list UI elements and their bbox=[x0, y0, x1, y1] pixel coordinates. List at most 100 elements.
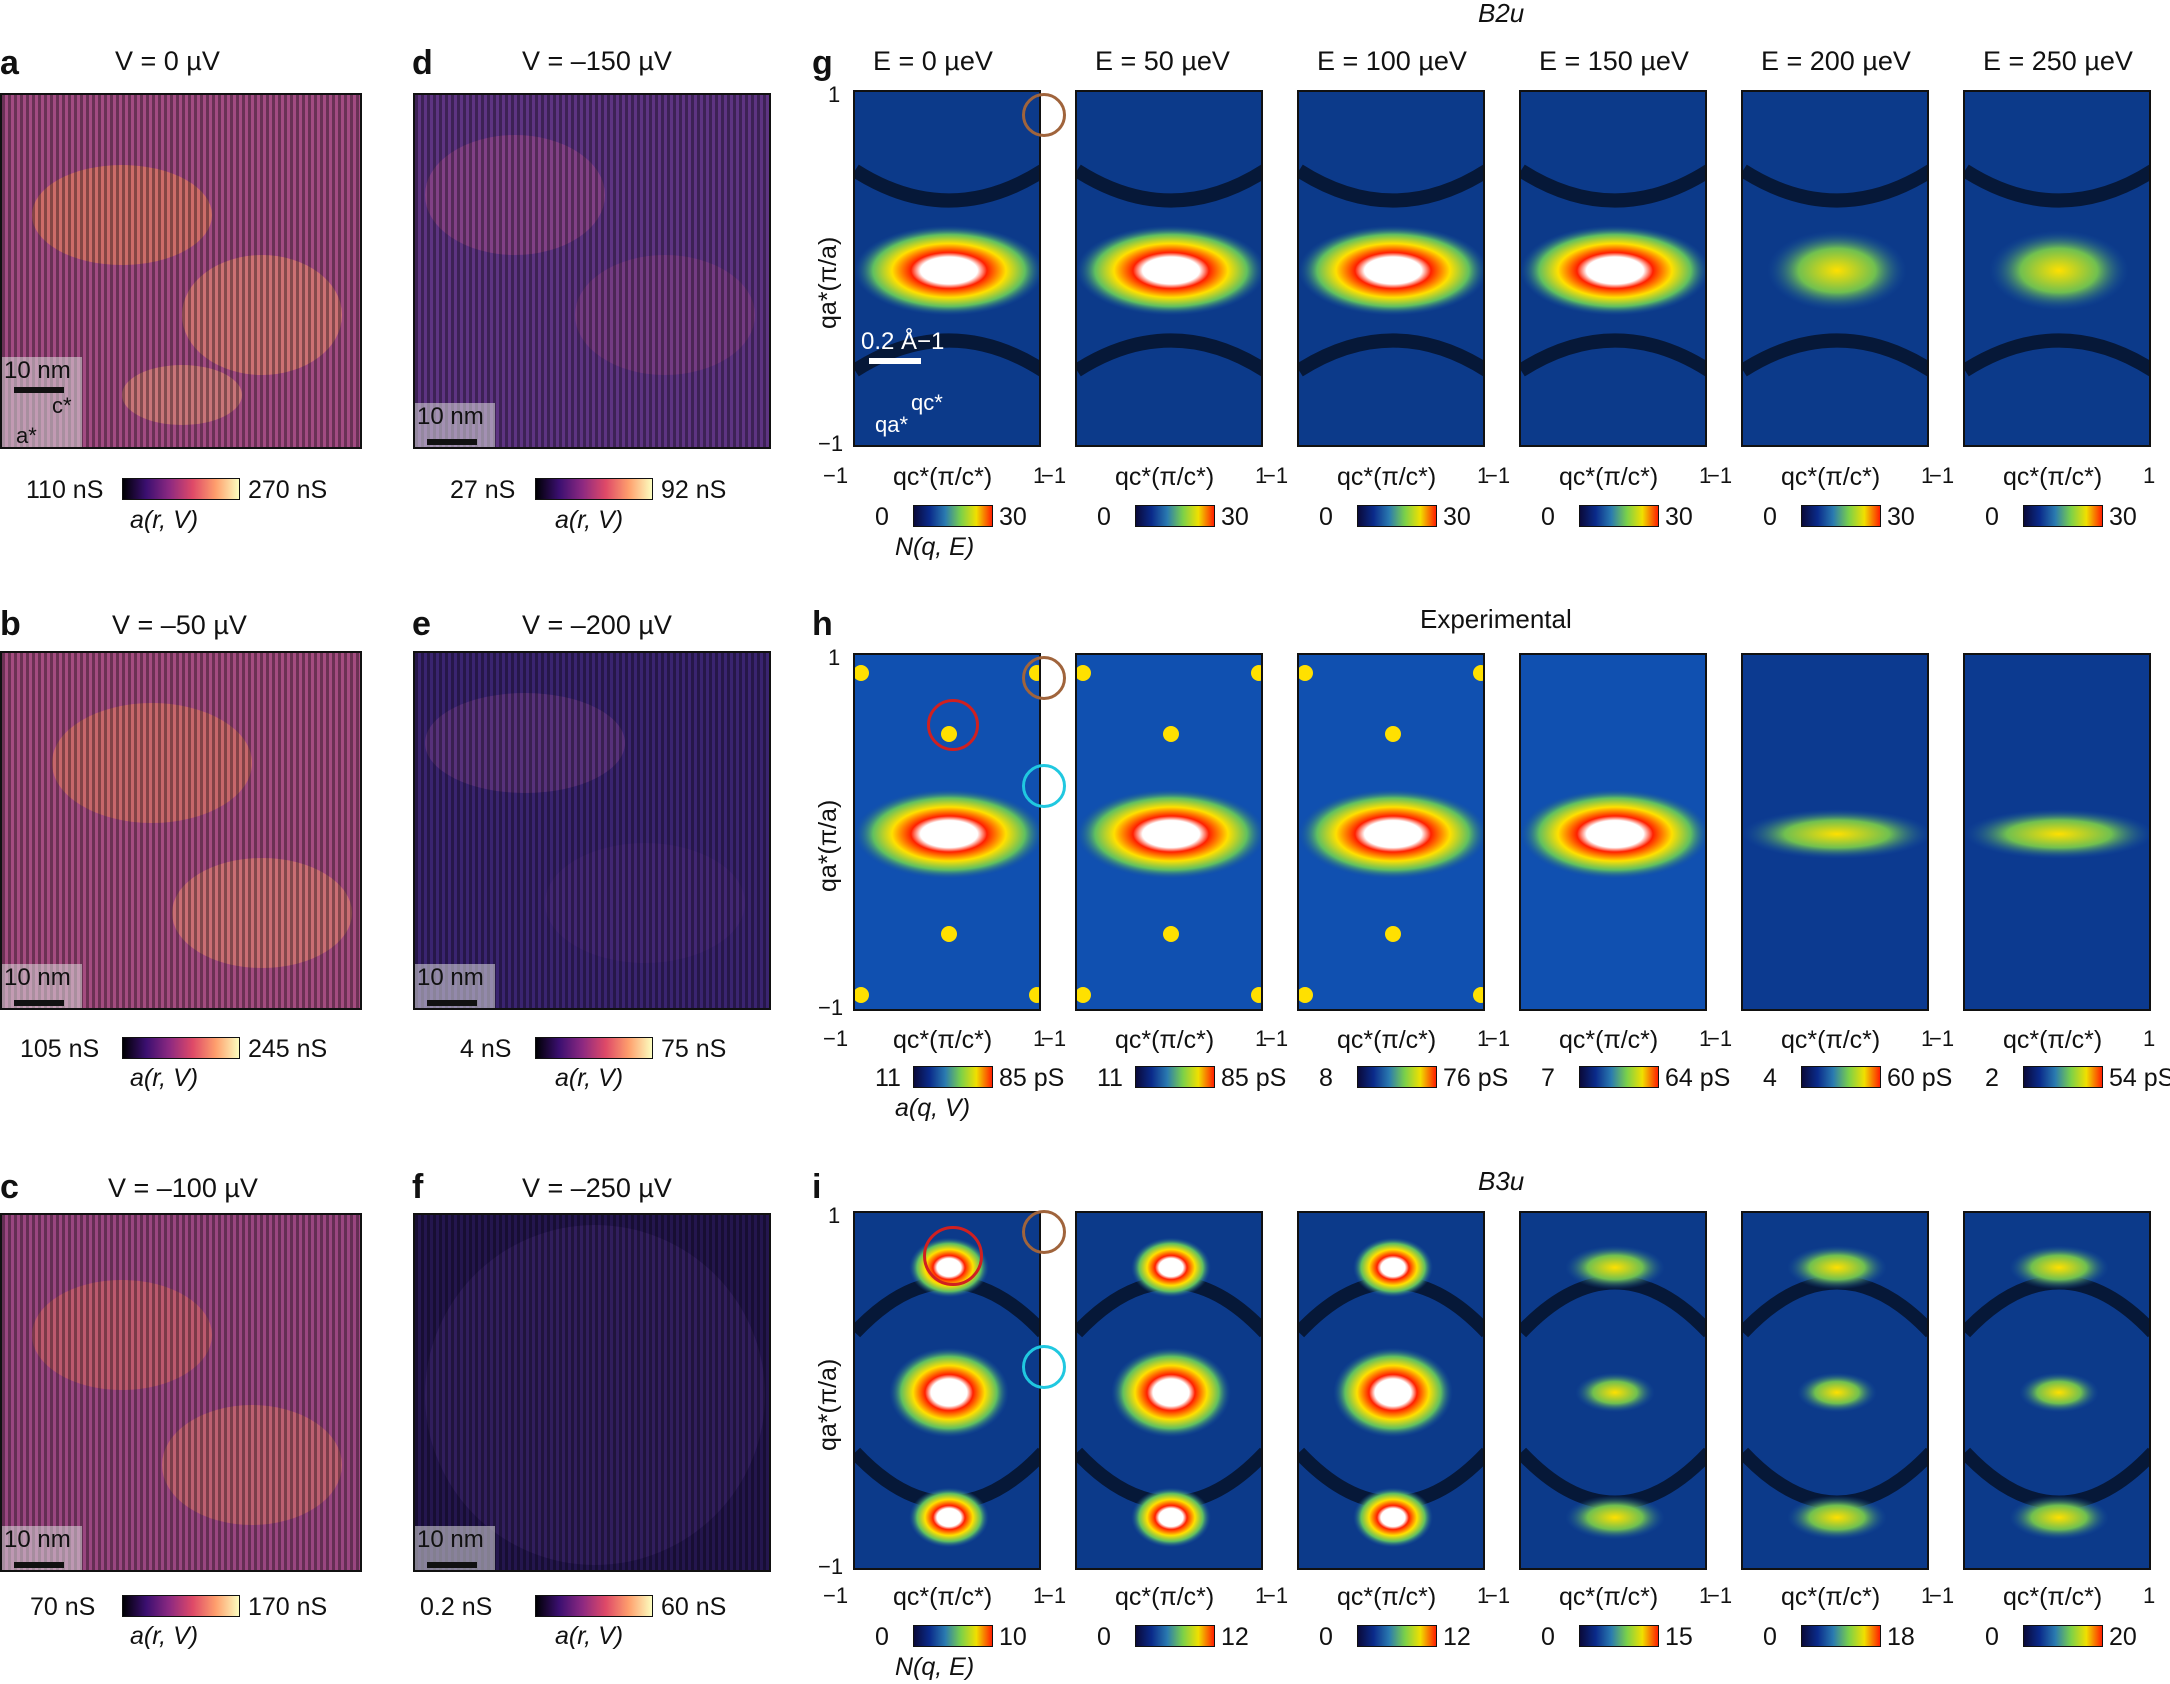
x-tick-neg-g-0: −1 bbox=[823, 463, 849, 488]
cyan-circle-i bbox=[1022, 1345, 1066, 1389]
energy-title-4: E = 200 µeV bbox=[1761, 46, 1911, 76]
scale-text-a: 10 nm bbox=[4, 357, 71, 384]
cb-max-i-2: 12 bbox=[1443, 1623, 1471, 1651]
cb-max-g-2: 30 bbox=[1443, 503, 1471, 531]
row-header-g: B2u bbox=[1478, 0, 1525, 28]
energy-title-3: E = 150 µeV bbox=[1539, 46, 1689, 76]
conductance-map-f: 10 nm bbox=[413, 1213, 771, 1572]
panel-label-i: i bbox=[812, 1168, 822, 1206]
cb-title-a: a(r, V) bbox=[130, 506, 199, 534]
y-tick-pos-i: 1 bbox=[828, 1203, 841, 1228]
x-tick-pos-h-4: 1 bbox=[1921, 1026, 1934, 1051]
colorbar-h-2 bbox=[1357, 1066, 1437, 1088]
qpi-map-g-2 bbox=[1297, 90, 1485, 447]
y-tick-neg-h: −1 bbox=[818, 995, 844, 1020]
cb-min-h-5: 2 bbox=[1985, 1064, 1999, 1092]
cb-min-g-0: 0 bbox=[875, 503, 889, 531]
panel-label-h: h bbox=[812, 605, 833, 643]
x-axis-label-g-0: qc*(π/c*) bbox=[893, 463, 993, 491]
scale-bar-c: 10 nm bbox=[2, 1526, 82, 1570]
colorbar-g-5 bbox=[2023, 505, 2103, 527]
cb-max-g-3: 30 bbox=[1665, 503, 1693, 531]
x-axis-label-g-3: qc*(π/c*) bbox=[1559, 463, 1659, 491]
energy-title-2: E = 100 µeV bbox=[1317, 46, 1467, 76]
panel-title-b: V = –50 µV bbox=[112, 610, 247, 640]
colorbar-g-3 bbox=[1579, 505, 1659, 527]
x-axis-label-g-5: qc*(π/c*) bbox=[2003, 463, 2103, 491]
red-circle-i bbox=[923, 1226, 983, 1286]
cb-title-i: N(q, E) bbox=[895, 1653, 975, 1681]
colorbar-h-4 bbox=[1801, 1066, 1881, 1088]
energy-title-0: E = 0 µeV bbox=[873, 46, 993, 76]
y-tick-neg-g: −1 bbox=[818, 431, 844, 456]
colorbar-g-1 bbox=[1135, 505, 1215, 527]
colorbar-c bbox=[122, 1595, 240, 1617]
cb-max-g-0: 30 bbox=[999, 503, 1027, 531]
cb-title-e: a(r, V) bbox=[555, 1064, 624, 1092]
cb-max-f: 60 nS bbox=[661, 1593, 727, 1621]
colorbar-i-0 bbox=[913, 1625, 993, 1647]
panel-title-d: V = –150 µV bbox=[522, 46, 672, 76]
x-tick-neg-i-3: −1 bbox=[1485, 1583, 1511, 1608]
colorbar-b bbox=[122, 1037, 240, 1059]
x-axis-label-i-1: qc*(π/c*) bbox=[1115, 1583, 1215, 1611]
x-tick-pos-h-3: 1 bbox=[1699, 1026, 1712, 1051]
conductance-map-d: 10 nm bbox=[413, 93, 771, 449]
x-tick-neg-i-1: −1 bbox=[1041, 1583, 1067, 1608]
panel-label-c: c bbox=[0, 1168, 19, 1206]
x-tick-pos-g-0: 1 bbox=[1033, 463, 1046, 488]
axis-qc-g: qc* bbox=[911, 390, 943, 415]
cb-title-d: a(r, V) bbox=[555, 506, 624, 534]
x-axis-label-i-5: qc*(π/c*) bbox=[2003, 1583, 2103, 1611]
cb-min-i-5: 0 bbox=[1985, 1623, 1999, 1651]
y-axis-label-h: qa*(π/a) bbox=[814, 799, 842, 892]
x-axis-label-g-4: qc*(π/c*) bbox=[1781, 463, 1881, 491]
scale-text-f: 10 nm bbox=[417, 1526, 484, 1553]
cb-min-g-1: 0 bbox=[1097, 503, 1111, 531]
cb-max-e: 75 nS bbox=[661, 1035, 727, 1063]
cb-min-h-1: 11 bbox=[1097, 1064, 1123, 1092]
cb-max-h-3: 64 pS bbox=[1665, 1064, 1731, 1092]
x-tick-pos-g-2: 1 bbox=[1477, 463, 1490, 488]
colorbar-i-3 bbox=[1579, 1625, 1659, 1647]
energy-title-5: E = 250 µeV bbox=[1983, 46, 2133, 76]
qpi-map-g-4 bbox=[1741, 90, 1929, 447]
panel-title-a: V = 0 µV bbox=[115, 46, 220, 76]
panel-label-a: a bbox=[0, 44, 19, 82]
colorbar-i-1 bbox=[1135, 1625, 1215, 1647]
x-tick-neg-h-4: −1 bbox=[1707, 1026, 1733, 1051]
colorbar-i-2 bbox=[1357, 1625, 1437, 1647]
cb-max-h-2: 76 pS bbox=[1443, 1064, 1509, 1092]
colorbar-a bbox=[122, 478, 240, 500]
scale-text-d: 10 nm bbox=[417, 403, 484, 430]
cb-max-i-1: 12 bbox=[1221, 1623, 1249, 1651]
x-tick-neg-g-5: −1 bbox=[1929, 463, 1955, 488]
x-axis-label-h-1: qc*(π/c*) bbox=[1115, 1026, 1215, 1054]
brown-circle-h bbox=[1022, 656, 1066, 700]
x-tick-neg-i-2: −1 bbox=[1263, 1583, 1289, 1608]
panel-label-f: f bbox=[412, 1168, 424, 1206]
cyan-circle-h bbox=[1022, 764, 1066, 808]
cb-min-e: 4 nS bbox=[460, 1035, 512, 1063]
cb-min-b: 105 nS bbox=[20, 1035, 100, 1063]
cb-max-b: 245 nS bbox=[248, 1035, 328, 1063]
panel-title-f: V = –250 µV bbox=[522, 1173, 672, 1203]
cb-max-g-4: 30 bbox=[1887, 503, 1915, 531]
cb-title-b: a(r, V) bbox=[130, 1064, 199, 1092]
x-axis-label-i-2: qc*(π/c*) bbox=[1337, 1583, 1437, 1611]
colorbar-h-0 bbox=[913, 1066, 993, 1088]
y-tick-pos-h: 1 bbox=[828, 645, 841, 670]
cb-max-d: 92 nS bbox=[661, 476, 727, 504]
axis-a-star-a: a* bbox=[16, 423, 37, 448]
x-axis-label-g-2: qc*(π/c*) bbox=[1337, 463, 1437, 491]
x-tick-pos-g-4: 1 bbox=[1921, 463, 1934, 488]
colorbar-i-5 bbox=[2023, 1625, 2103, 1647]
cb-min-g-5: 0 bbox=[1985, 503, 1999, 531]
qpi-map-h-2 bbox=[1297, 653, 1485, 1011]
scale-bar-f: 10 nm bbox=[415, 1526, 495, 1570]
brown-circle-i bbox=[1022, 1210, 1066, 1254]
colorbar-f bbox=[535, 1595, 653, 1617]
qpi-map-g-5 bbox=[1963, 90, 2151, 447]
scale-text-g: 0.2 Å−1 bbox=[861, 328, 945, 355]
qpi-map-i-1 bbox=[1075, 1211, 1263, 1570]
